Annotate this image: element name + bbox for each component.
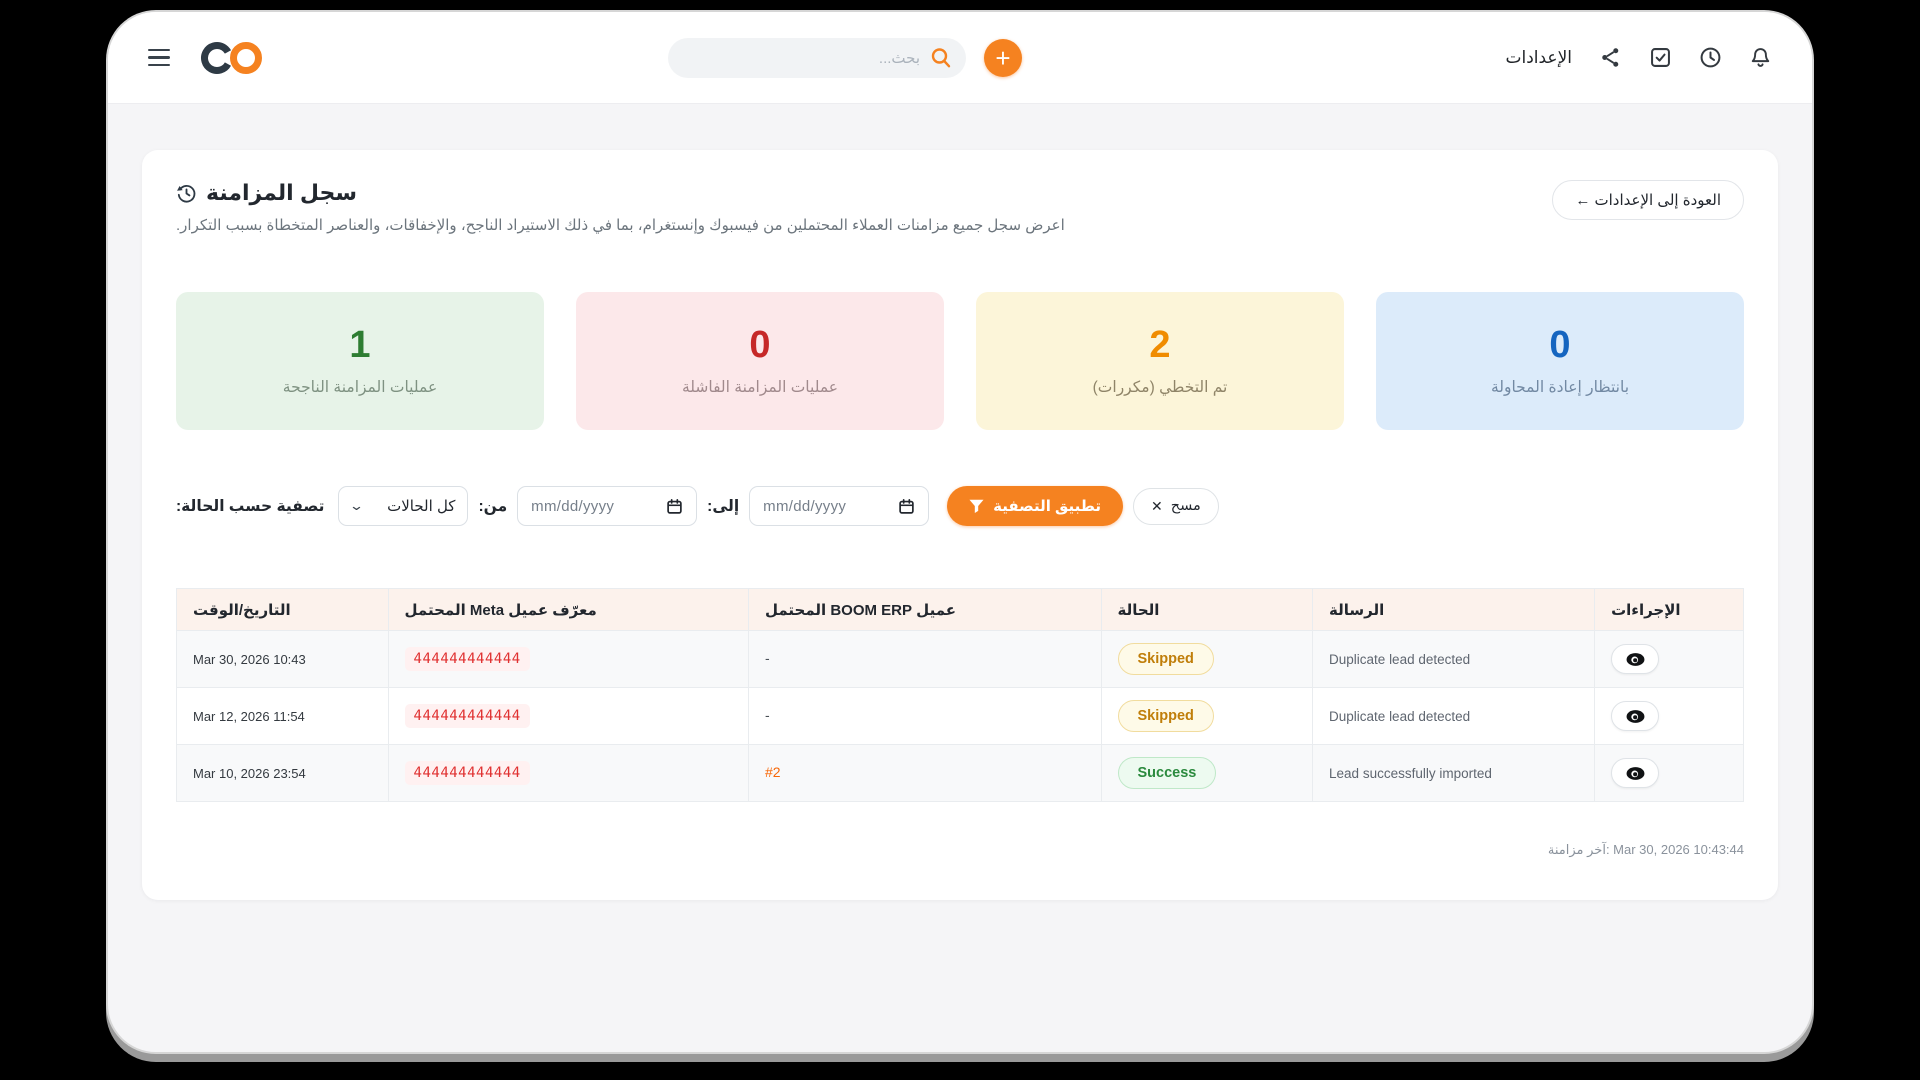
col-header-datetime: التاريخ/الوقت [176, 588, 389, 631]
col-header-meta-lead-id: معرّف عميل Meta المحتمل [387, 588, 749, 631]
sync-log-card: سجل المزامنة اعرض سجل جميع مزامنات العمل… [142, 150, 1778, 900]
erp-lead-link[interactable]: #2 [764, 764, 781, 780]
stat-card-failed: 0 عمليات المزامنة الفاشلة [576, 292, 944, 430]
search-icon[interactable] [930, 47, 952, 69]
col-header-actions: الإجراءات [1594, 588, 1744, 631]
calendar-icon[interactable] [666, 498, 683, 515]
title-block: سجل المزامنة اعرض سجل جميع مزامنات العمل… [176, 180, 1065, 234]
calendar-icon[interactable] [898, 498, 915, 515]
stat-value: 2 [1149, 323, 1171, 366]
table-row: Mar 10, 2026 23:54 444444444444 #2 Succe… [176, 744, 1744, 802]
cell-datetime: Mar 10, 2026 23:54 [176, 744, 389, 802]
stat-label: بانتظار إعادة المحاولة [1490, 378, 1630, 396]
stat-label: عمليات المزامنة الناجحة [282, 378, 438, 396]
col-header-status: الحالة [1100, 588, 1314, 631]
eye-icon [1626, 652, 1645, 666]
share-icon[interactable] [1599, 46, 1622, 69]
nav-center: + [668, 38, 1022, 78]
cell-message: Lead successfully imported [1312, 744, 1596, 802]
nav-settings-link[interactable]: الإعدادات [1505, 47, 1572, 67]
stat-card-successful: 1 عمليات المزامنة الناجحة [176, 292, 544, 430]
erp-lead-value: - [764, 650, 770, 666]
stat-label: تم التخطي (مكررات) [1092, 378, 1228, 396]
last-sync-timestamp: آخر مزامنة: Mar 30, 2026 10:43:44 [1547, 842, 1744, 857]
status-badge: Skipped [1117, 700, 1214, 732]
top-navbar: + الإعدادات [108, 12, 1812, 104]
stat-card-pending-retry: 0 بانتظار إعادة المحاولة [1376, 292, 1744, 430]
apply-filter-label: تطبيق التصفية [993, 498, 1102, 515]
nav-right: الإعدادات [1505, 46, 1772, 69]
table-header-row: التاريخ/الوقت معرّف عميل Meta المحتمل عم… [176, 588, 1744, 631]
eye-icon [1626, 709, 1645, 723]
history-clock-icon[interactable] [1699, 46, 1722, 69]
to-label: إلى: [707, 497, 740, 515]
to-date-input[interactable]: mm/dd/yyyy [749, 486, 930, 526]
from-label: من: [478, 497, 508, 515]
from-date-input[interactable]: mm/dd/yyyy [517, 486, 698, 526]
meta-lead-id-badge: 444444444444 [404, 761, 530, 785]
search-input[interactable] [668, 38, 966, 78]
page-content: سجل المزامنة اعرض سجل جميع مزامنات العمل… [108, 104, 1812, 900]
stats-row: 1 عمليات المزامنة الناجحة 0 عمليات المزا… [176, 292, 1744, 430]
status-select-value: كل الحالات [387, 498, 456, 515]
cell-datetime: Mar 30, 2026 10:43 [176, 630, 389, 688]
logo-icon[interactable] [200, 38, 266, 78]
stat-value: 0 [749, 323, 771, 366]
close-icon: ✕ [1151, 497, 1163, 514]
col-header-message: الرسالة [1312, 588, 1596, 631]
app-window: + الإعدادات [108, 12, 1812, 1052]
clear-filter-button[interactable]: ✕ مسح [1133, 487, 1219, 525]
stat-label: عمليات المزامنة الفاشلة [681, 378, 839, 396]
cell-message: Duplicate lead detected [1312, 687, 1596, 745]
status-select[interactable]: ⌄ كل الحالات [338, 486, 469, 526]
page-title: سجل المزامنة [206, 180, 357, 205]
filter-bar: تصفية حسب الحالة: ⌄ كل الحالات من: mm/dd… [176, 486, 1744, 526]
stat-value: 1 [349, 323, 371, 366]
status-badge: Success [1117, 757, 1217, 789]
page-subtitle: اعرض سجل جميع مزامنات العملاء المحتملين … [176, 217, 1065, 234]
menu-icon[interactable] [148, 48, 174, 67]
nav-left [148, 38, 266, 78]
status-badge: Skipped [1117, 643, 1214, 675]
cell-message: Duplicate lead detected [1312, 630, 1596, 688]
cell-datetime: Mar 12, 2026 11:54 [176, 687, 389, 745]
tasks-icon[interactable] [1649, 46, 1672, 69]
search-bar [668, 38, 966, 78]
table-row: Mar 30, 2026 10:43 444444444444 - Skippe… [176, 630, 1744, 688]
view-details-button[interactable] [1611, 758, 1660, 788]
sync-log-table: التاريخ/الوقت معرّف عميل Meta المحتمل عم… [176, 588, 1744, 802]
view-details-button[interactable] [1611, 701, 1660, 731]
apply-filter-button[interactable]: تطبيق التصفية [947, 486, 1124, 526]
meta-lead-id-badge: 444444444444 [404, 704, 530, 728]
eye-icon [1626, 766, 1645, 780]
meta-lead-id-badge: 444444444444 [404, 647, 530, 671]
stat-card-skipped: 2 تم التخطي (مكررات) [976, 292, 1344, 430]
table-row: Mar 12, 2026 11:54 444444444444 - Skippe… [176, 687, 1744, 745]
add-icon[interactable]: + [984, 39, 1022, 77]
view-details-button[interactable] [1611, 644, 1660, 674]
filter-funnel-icon [969, 499, 984, 513]
filter-by-status-label: تصفية حسب الحالة: [176, 497, 325, 515]
col-header-boom-erp-lead: عميل BOOM ERP المحتمل [747, 588, 1102, 631]
erp-lead-value: - [764, 707, 770, 723]
date-placeholder: mm/dd/yyyy [763, 497, 847, 515]
chevron-down-icon: ⌄ [349, 498, 365, 513]
date-placeholder: mm/dd/yyyy [531, 497, 615, 515]
back-to-settings-button[interactable]: العودة إلى الإعدادات ← [1552, 180, 1744, 220]
card-header: سجل المزامنة اعرض سجل جميع مزامنات العمل… [176, 180, 1744, 234]
clear-filter-label: مسح [1170, 498, 1201, 514]
history-icon [177, 184, 196, 203]
bell-icon[interactable] [1749, 46, 1772, 69]
stat-value: 0 [1549, 323, 1571, 366]
